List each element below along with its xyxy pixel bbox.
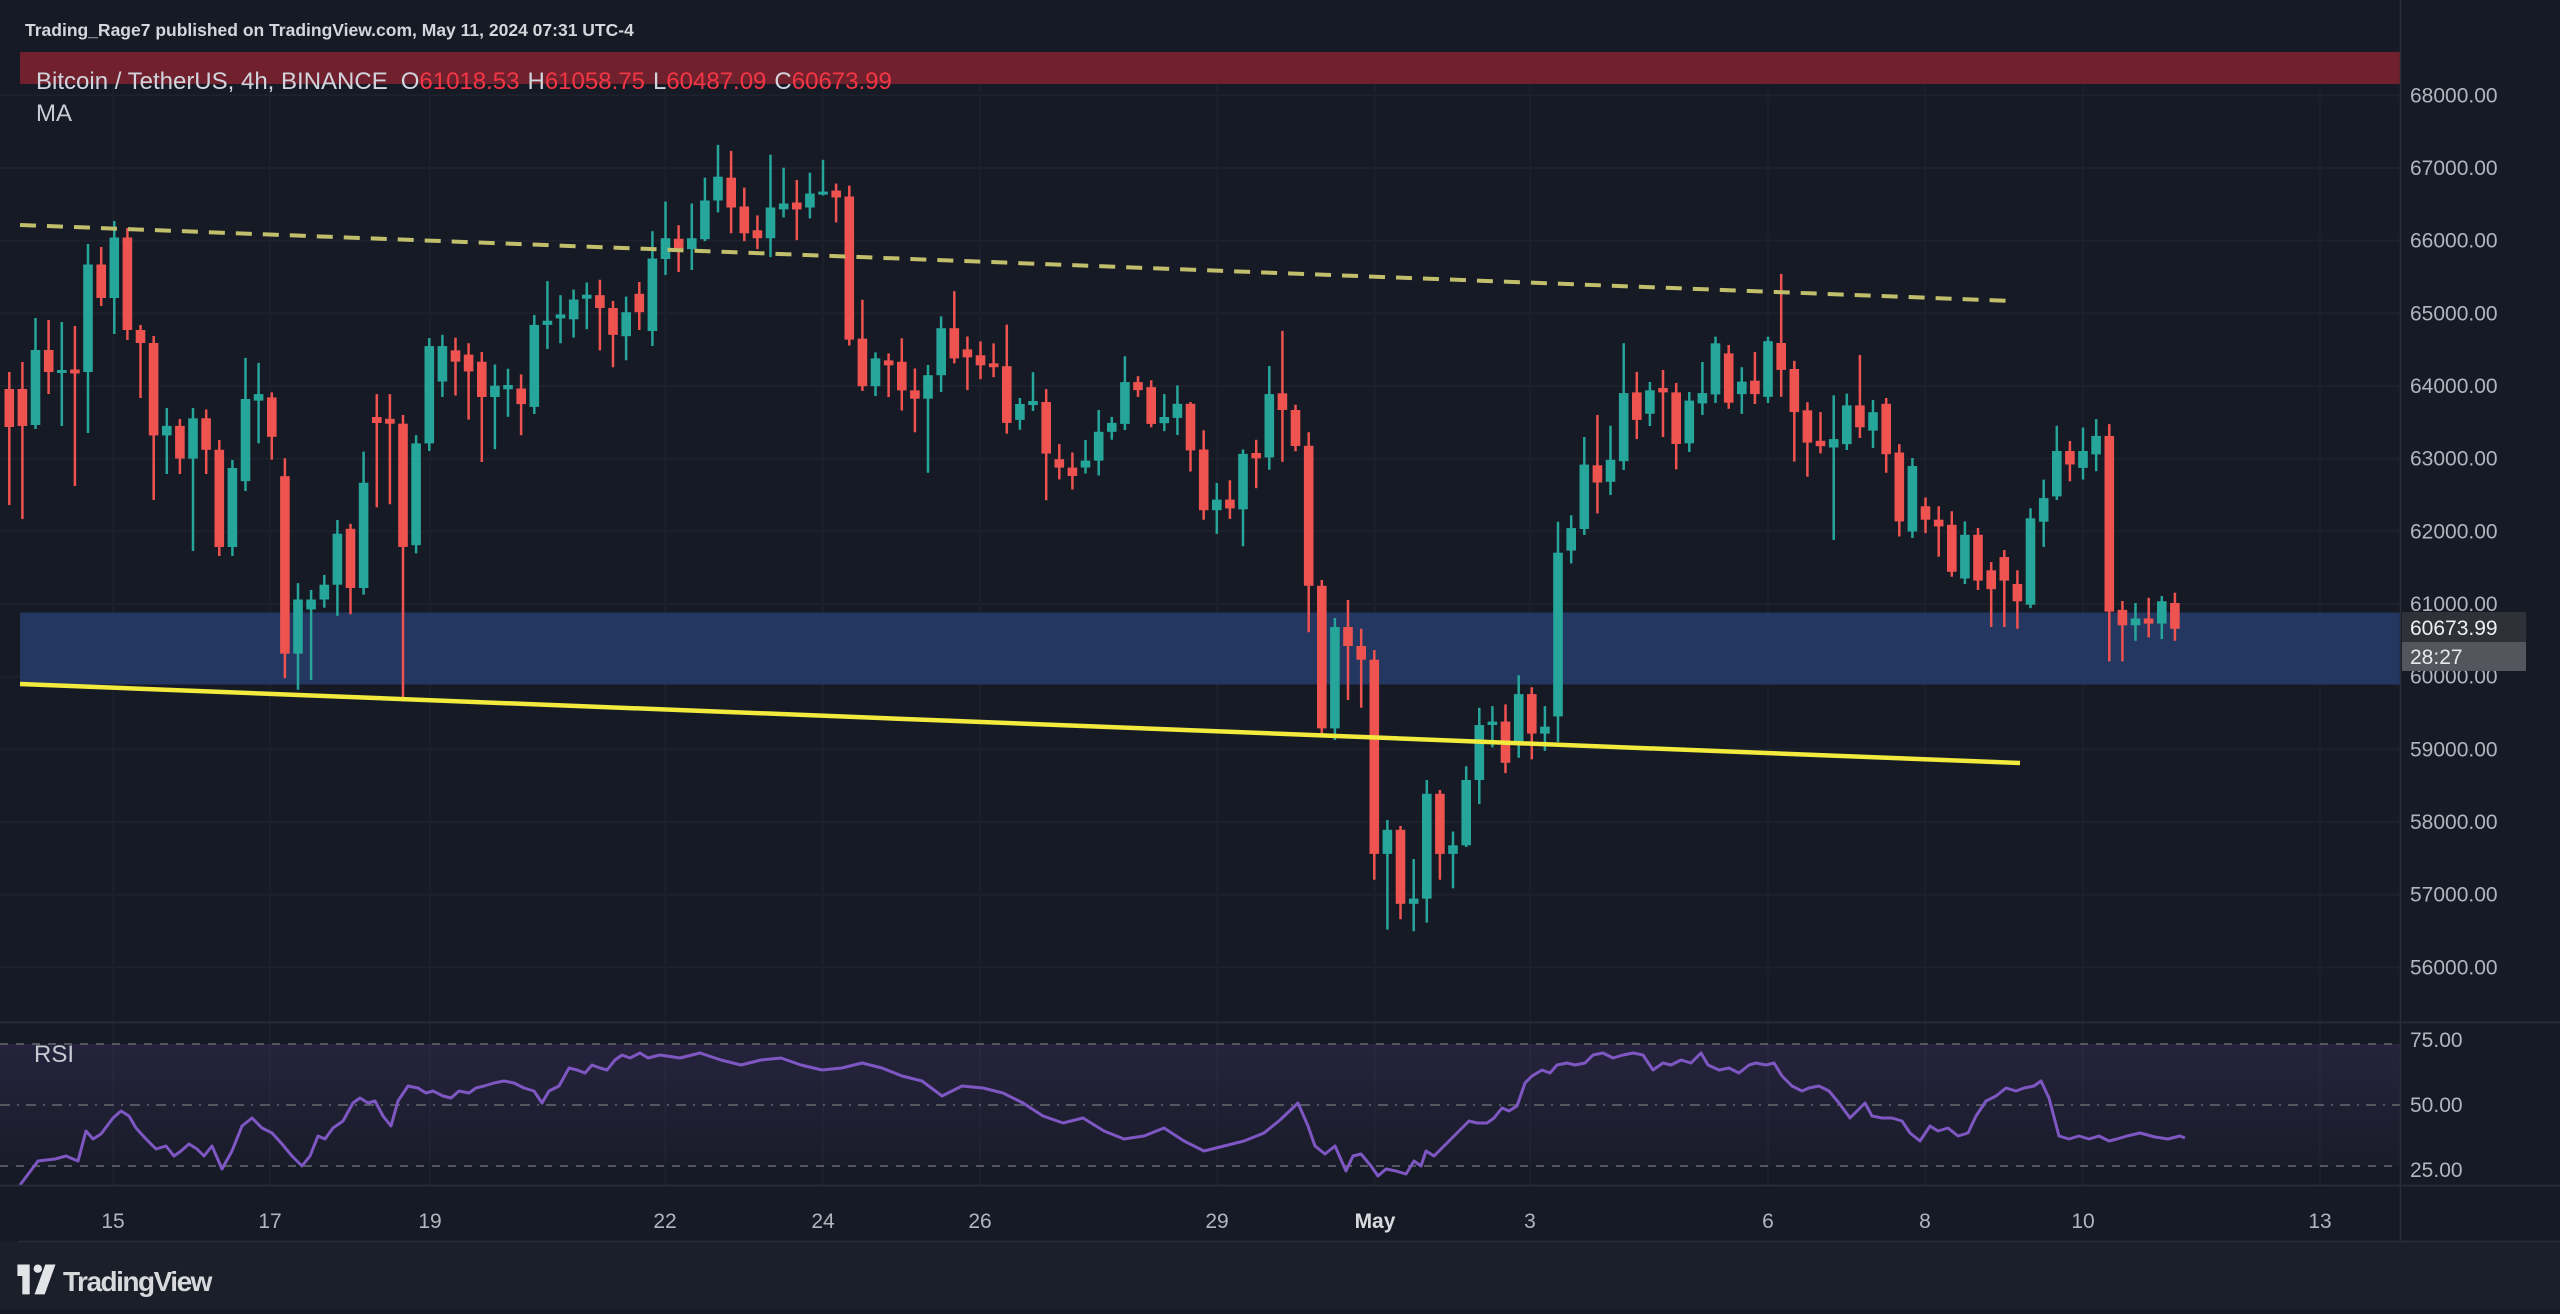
svg-text:60000.00: 60000.00 xyxy=(2410,666,2498,689)
svg-text:57000.00: 57000.00 xyxy=(2410,884,2498,907)
svg-text:13: 13 xyxy=(2308,1210,2331,1233)
svg-text:60673.99: 60673.99 xyxy=(2410,617,2498,640)
svg-text:75.00: 75.00 xyxy=(2410,1029,2463,1052)
svg-text:50.00: 50.00 xyxy=(2410,1094,2463,1117)
svg-text:62000.00: 62000.00 xyxy=(2410,520,2498,543)
svg-text:25.00: 25.00 xyxy=(2410,1159,2463,1182)
svg-text:3: 3 xyxy=(1524,1210,1536,1233)
svg-text:66000.00: 66000.00 xyxy=(2410,230,2498,253)
svg-text:67000.00: 67000.00 xyxy=(2410,157,2498,180)
svg-text:61000.00: 61000.00 xyxy=(2410,593,2498,616)
svg-text:29: 29 xyxy=(1205,1210,1228,1233)
svg-text:TradingView: TradingView xyxy=(63,1266,213,1297)
svg-text:8: 8 xyxy=(1919,1210,1931,1233)
svg-text:RSI: RSI xyxy=(34,1041,74,1068)
svg-text:59000.00: 59000.00 xyxy=(2410,738,2498,761)
svg-text:19: 19 xyxy=(418,1210,441,1233)
svg-text:63000.00: 63000.00 xyxy=(2410,448,2498,471)
svg-text:56000.00: 56000.00 xyxy=(2410,956,2498,979)
svg-text:64000.00: 64000.00 xyxy=(2410,375,2498,398)
svg-text:Bitcoin / TetherUS, 4h, BINANC: Bitcoin / TetherUS, 4h, BINANCE O61018.53… xyxy=(36,68,892,95)
svg-text:10: 10 xyxy=(2071,1210,2094,1233)
svg-text:15: 15 xyxy=(101,1210,124,1233)
svg-text:26: 26 xyxy=(968,1210,991,1233)
svg-text:6: 6 xyxy=(1762,1210,1774,1233)
svg-text:Trading_Rage7 published on Tra: Trading_Rage7 published on TradingView.c… xyxy=(25,20,634,40)
svg-text:22: 22 xyxy=(653,1210,676,1233)
svg-text:24: 24 xyxy=(811,1210,835,1233)
svg-text:17: 17 xyxy=(258,1210,281,1233)
svg-text:68000.00: 68000.00 xyxy=(2410,84,2498,107)
svg-text:May: May xyxy=(1355,1210,1396,1233)
svg-text:58000.00: 58000.00 xyxy=(2410,811,2498,834)
svg-text:MA: MA xyxy=(36,100,72,127)
svg-text:65000.00: 65000.00 xyxy=(2410,302,2498,325)
svg-text:28:27: 28:27 xyxy=(2410,646,2463,669)
